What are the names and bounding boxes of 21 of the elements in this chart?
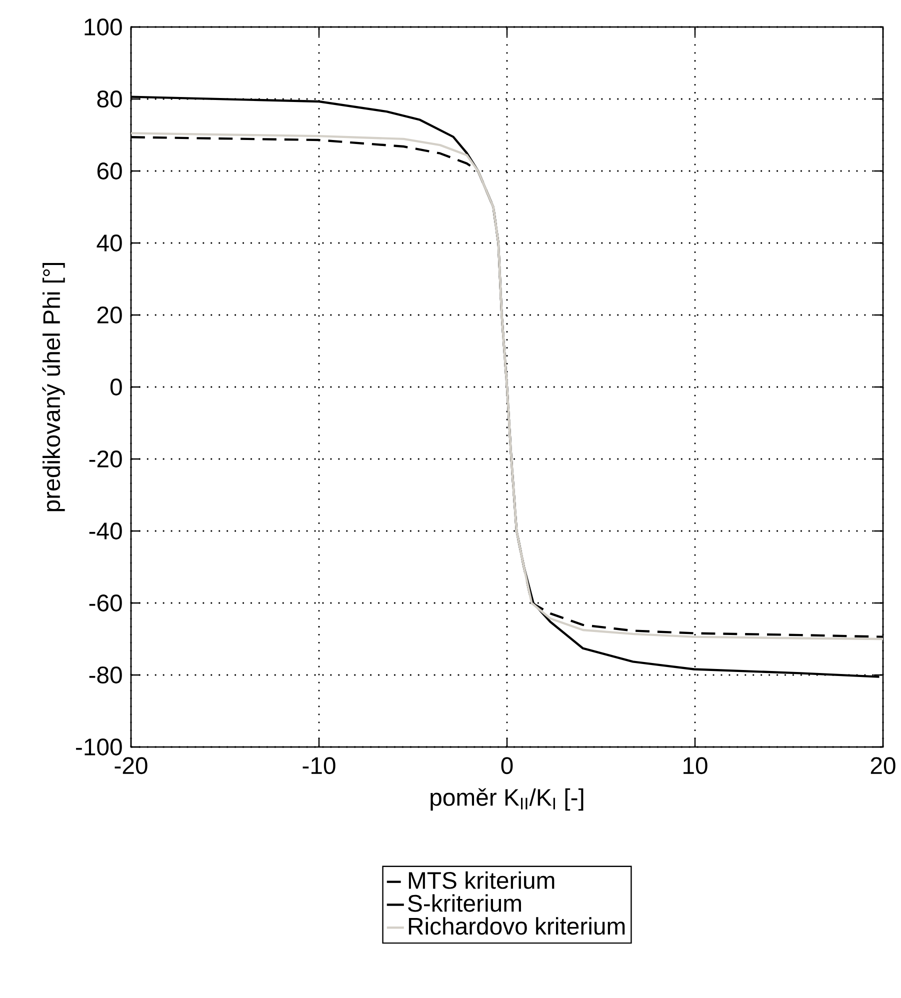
y-tick-label: -80 — [89, 666, 122, 684]
y-tick-label: -100 — [76, 738, 122, 756]
y-tick-label: -40 — [89, 522, 122, 540]
x-tick-label: -10 — [302, 757, 336, 774]
y-tick-label: 20 — [97, 306, 122, 324]
x-tick-label: 0 — [501, 757, 513, 774]
x-axis-title: poměr K$_{II}$/K$_{I}$ [-] — [430, 788, 584, 811]
y-tick-label: 80 — [97, 90, 122, 108]
legend-label: S-kriterium — [408, 894, 521, 912]
x-tick-label: -20 — [114, 757, 148, 774]
legend-label: MTS kriterium — [408, 871, 554, 889]
y-tick-label: 0 — [110, 378, 122, 396]
y-tick-label: 40 — [96, 234, 122, 252]
y-tick-label: -20 — [89, 450, 122, 468]
y-tick-label: 100 — [84, 18, 122, 36]
x-tick-label: 10 — [684, 757, 708, 774]
legend-label: Richardovo kriterium — [408, 917, 625, 935]
y-tick-label: -60 — [89, 594, 122, 612]
y-tick-label: 60 — [97, 162, 122, 180]
y-axis-title: predikovaný úhel Phi [°] — [42, 263, 65, 512]
x-tick-label: 20 — [870, 757, 896, 774]
